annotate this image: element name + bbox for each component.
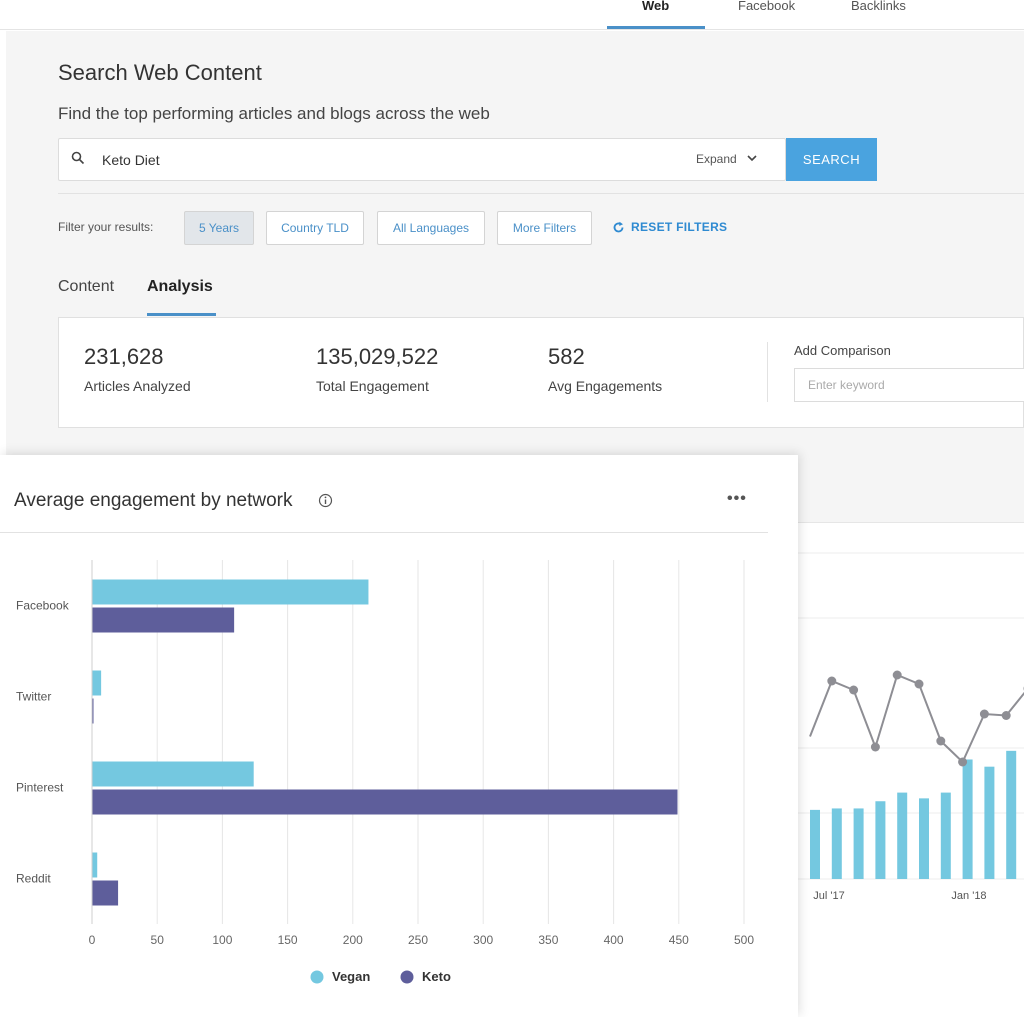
- bar-keto-pinterest: [92, 789, 678, 815]
- x-tick-label: 300: [473, 933, 493, 947]
- x-tick-label: 450: [669, 933, 689, 947]
- x-tick-label: 250: [408, 933, 428, 947]
- legend-marker-vegan: [310, 970, 324, 984]
- filter-chip-more-filters[interactable]: More Filters: [497, 211, 592, 245]
- card-divider: [0, 532, 768, 533]
- trend-bar: [875, 801, 886, 879]
- trend-x-tick-label: Jan '18: [951, 890, 986, 902]
- bar-vegan-reddit: [92, 852, 98, 878]
- trend-bar: [984, 766, 995, 879]
- x-tick-label: 400: [604, 933, 624, 947]
- trend-point: [892, 670, 902, 680]
- x-tick-label: 500: [734, 933, 754, 947]
- trend-point: [958, 757, 968, 767]
- stat-avg-value: 582: [548, 344, 585, 369]
- stat-engagement-label: Total Engagement: [316, 378, 429, 394]
- search-icon: [71, 151, 85, 165]
- bar-vegan-pinterest: [92, 761, 254, 787]
- page-title: Search Web Content: [58, 60, 262, 85]
- stats-divider: [767, 342, 768, 402]
- trend-point: [936, 736, 946, 746]
- tab-web[interactable]: Web: [642, 0, 670, 13]
- reset-icon[interactable]: [612, 221, 625, 234]
- tab-analysis[interactable]: Analysis: [147, 278, 213, 295]
- add-comparison-label: Add Comparison: [794, 343, 891, 358]
- stat-articles-label: Articles Analyzed: [84, 378, 191, 394]
- engagement-bar-chart: 0 50 100 150 200 250 300 350 400 450 500 Facebook Tw…: [16, 560, 754, 984]
- legend-marker-keto: [400, 970, 414, 984]
- trend-bar: [940, 792, 951, 879]
- trend-point: [827, 676, 837, 686]
- search-input[interactable]: Keto Diet: [102, 152, 160, 168]
- bar-vegan-facebook: [92, 579, 369, 605]
- tab-facebook[interactable]: Facebook: [738, 0, 796, 13]
- chevron-down-icon[interactable]: [746, 153, 758, 163]
- top-nav: Web Facebook Backlinks: [0, 0, 1024, 30]
- engagement-by-network-card: [0, 455, 798, 1017]
- trend-bar: [810, 809, 820, 879]
- expand-dropdown[interactable]: Expand: [696, 152, 737, 166]
- stat-avg-label: Avg Engagements: [548, 378, 663, 394]
- trend-bar: [962, 759, 973, 879]
- x-tick-label: 100: [212, 933, 232, 947]
- trend-bar: [919, 798, 929, 879]
- tab-content[interactable]: Content: [58, 278, 115, 295]
- filter-chip-5-years[interactable]: 5 Years: [184, 211, 254, 245]
- x-tick-label: 50: [151, 933, 165, 947]
- divider: [58, 193, 1024, 194]
- trend-point: [1001, 711, 1011, 720]
- category-label: Facebook: [16, 599, 70, 613]
- bar-keto-facebook: [92, 607, 235, 633]
- filter-label: Filter your results:: [58, 220, 154, 234]
- bar-keto-twitter: [92, 698, 94, 724]
- filter-chip-country-tld[interactable]: Country TLD: [266, 211, 364, 245]
- engagement-trend-card: [798, 522, 1024, 992]
- search-field[interactable]: Keto Diet Expand: [58, 138, 786, 181]
- category-label: Pinterest: [16, 781, 64, 795]
- info-icon[interactable]: [318, 493, 333, 508]
- trend-point: [849, 685, 859, 695]
- trend-point: [979, 709, 989, 719]
- x-tick-label: 350: [538, 933, 558, 947]
- comparison-keyword-input[interactable]: Enter keyword: [794, 368, 1024, 402]
- active-view-indicator: [147, 313, 216, 316]
- search-button[interactable]: SEARCH: [786, 138, 877, 181]
- filter-chip-all-languages[interactable]: All Languages: [377, 211, 485, 245]
- x-tick-label: 150: [278, 933, 298, 947]
- legend-label-keto: Keto: [422, 969, 451, 984]
- stat-articles-value: 231,628: [84, 344, 164, 369]
- legend-label-vegan: Vegan: [332, 969, 370, 984]
- trend-bar: [1006, 750, 1017, 879]
- tab-backlinks[interactable]: Backlinks: [851, 0, 906, 13]
- trend-bar: [897, 792, 908, 879]
- trend-point: [914, 679, 924, 689]
- category-label: Reddit: [16, 872, 51, 886]
- chart-title: Average engagement by network: [14, 490, 293, 511]
- trend-x-tick-label: Jul '17: [813, 890, 844, 902]
- more-options-icon[interactable]: •••: [727, 490, 747, 507]
- reset-filters-button[interactable]: RESET FILTERS: [631, 220, 728, 234]
- engagement-trend-chart: Jul '17 Jan '18: [798, 552, 1024, 902]
- bar-keto-reddit: [92, 880, 119, 906]
- x-tick-label: 200: [343, 933, 363, 947]
- trend-bar: [831, 808, 842, 879]
- page-subtitle: Find the top performing articles and blo…: [58, 104, 490, 123]
- bar-vegan-twitter: [92, 670, 102, 696]
- trend-point: [870, 742, 880, 752]
- trend-bar: [853, 808, 864, 879]
- category-label: Twitter: [16, 690, 51, 704]
- stat-engagement-value: 135,029,522: [316, 344, 439, 369]
- x-tick-label: 0: [89, 933, 96, 947]
- active-tab-indicator: [607, 26, 705, 29]
